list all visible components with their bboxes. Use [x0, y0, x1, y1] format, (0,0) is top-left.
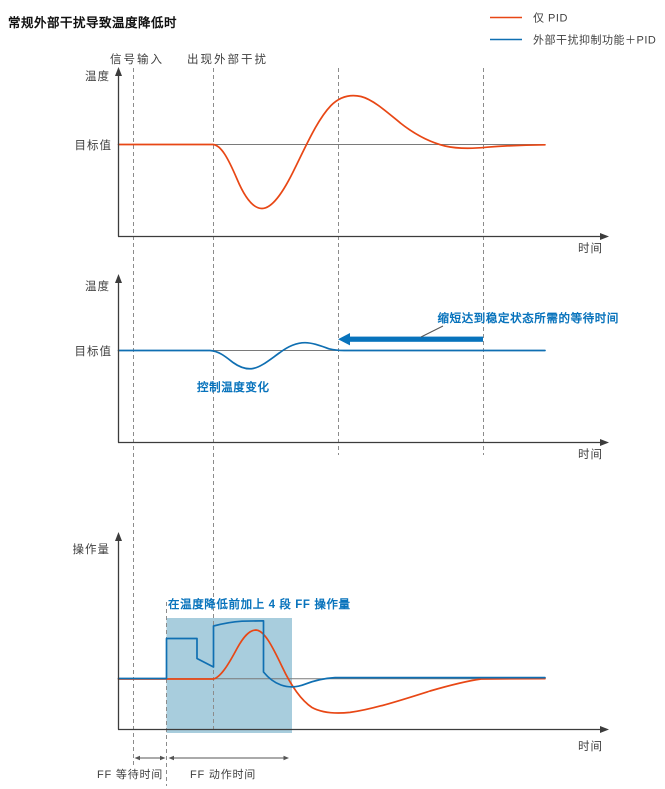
target-label-top: 目标值 — [75, 139, 113, 152]
y-axis-label-bottom: 操作量 — [73, 542, 111, 556]
legend-label-suppression: 外部干扰抑制功能＋PID — [533, 33, 656, 47]
y-axis-arrow-bottom-icon — [115, 532, 122, 541]
panel-bottom-manipulated-variable: 操作量 在温度降低前加上 4 段 FF 操作量 时间 FF 等待时间 FF 动作… — [73, 532, 609, 781]
ff-highlight-region — [166, 618, 292, 733]
ff-action-time-label: FF 动作时间 — [190, 768, 256, 781]
y-axis-arrow-top-icon — [115, 67, 122, 76]
annotation-shortened-wait: 缩短达到稳定状态所需的等待时间 — [438, 311, 620, 325]
ff-wait-span-arrow-icon — [134, 755, 166, 761]
event-label-signal-input: 信号输入 — [110, 52, 164, 66]
ff-action-span-arrow-icon — [168, 755, 289, 761]
x-axis-label-bottom: 时间 — [578, 740, 603, 753]
suppressed-temperature-curve — [117, 341, 546, 370]
target-label-middle: 目标值 — [75, 345, 113, 358]
y-axis-label-top: 温度 — [85, 69, 110, 83]
ff-output-step-curve — [117, 619, 546, 688]
pid-only-output-curve — [117, 629, 546, 714]
annotation-pointer-line — [420, 325, 444, 338]
annotation-ff-steps: 在温度降低前加上 4 段 FF 操作量 — [168, 597, 351, 611]
pid-only-temperature-curve — [117, 94, 546, 210]
y-axis-label-middle: 温度 — [85, 279, 110, 293]
panel-middle-suppression: 缩短达到稳定状态所需的等待时间 控制温度变化 温度 目标值 时间 — [75, 274, 620, 461]
annotation-controlled-change: 控制温度变化 — [197, 380, 270, 394]
y-axis-arrow-middle-icon — [115, 274, 122, 283]
event-label-disturbance: 出现外部干扰 — [187, 52, 268, 66]
ff-wait-time-label: FF 等待时间 — [97, 767, 163, 781]
page-title: 常规外部干扰导致温度降低时 — [8, 15, 177, 30]
x-axis-arrow-top-icon — [600, 233, 609, 240]
x-axis-arrow-middle-icon — [600, 439, 609, 446]
x-axis-label-middle: 时间 — [578, 448, 603, 461]
legend: 仅 PID 外部干扰抑制功能＋PID — [490, 12, 656, 47]
x-axis-arrow-bottom-icon — [600, 726, 609, 733]
arrow-shaft — [349, 336, 483, 342]
panel-top-pid-only: 温度 目标值 时间 — [75, 67, 609, 255]
legend-label-pid-only: 仅 PID — [533, 12, 568, 25]
arrow-head — [338, 333, 350, 346]
shortened-wait-arrow-icon — [338, 333, 483, 346]
x-axis-label-top: 时间 — [578, 242, 603, 255]
